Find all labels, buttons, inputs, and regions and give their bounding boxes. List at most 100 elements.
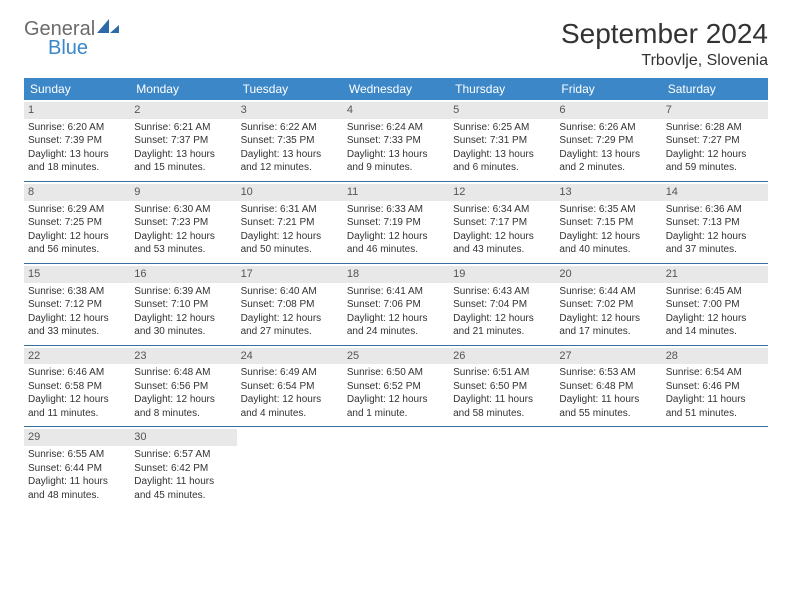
day-number: 9 [130,184,236,201]
sunrise-line: Sunrise: 6:44 AM [559,285,657,299]
day-cell: 10Sunrise: 6:31 AMSunset: 7:21 PMDayligh… [237,182,343,263]
daylight-line: Daylight: 11 hours and 51 minutes. [666,393,764,420]
location-label: Trbovlje, Slovenia [561,52,768,70]
daylight-line: Daylight: 11 hours and 45 minutes. [134,475,232,502]
day-cell: 9Sunrise: 6:30 AMSunset: 7:23 PMDaylight… [130,182,236,263]
day-cell: 25Sunrise: 6:50 AMSunset: 6:52 PMDayligh… [343,346,449,427]
sunset-line: Sunset: 6:58 PM [28,380,126,394]
day-cell [237,427,343,508]
daylight-line: Daylight: 12 hours and 37 minutes. [666,230,764,257]
day-cell: 23Sunrise: 6:48 AMSunset: 6:56 PMDayligh… [130,346,236,427]
sunrise-line: Sunrise: 6:57 AM [134,448,232,462]
sunrise-line: Sunrise: 6:31 AM [241,203,339,217]
daylight-line: Daylight: 12 hours and 33 minutes. [28,312,126,339]
sunset-line: Sunset: 7:37 PM [134,134,232,148]
day-cell: 12Sunrise: 6:34 AMSunset: 7:17 PMDayligh… [449,182,555,263]
sunset-line: Sunset: 7:00 PM [666,298,764,312]
week-row: 8Sunrise: 6:29 AMSunset: 7:25 PMDaylight… [24,182,768,264]
weekday-header: Sunday [24,78,130,100]
day-number: 5 [449,102,555,119]
week-row: 15Sunrise: 6:38 AMSunset: 7:12 PMDayligh… [24,264,768,346]
day-cell: 6Sunrise: 6:26 AMSunset: 7:29 PMDaylight… [555,100,661,181]
day-number: 29 [24,429,130,446]
week-row: 1Sunrise: 6:20 AMSunset: 7:39 PMDaylight… [24,100,768,182]
month-title: September 2024 [561,18,768,50]
day-number: 1 [24,102,130,119]
sunrise-line: Sunrise: 6:48 AM [134,366,232,380]
sunrise-line: Sunrise: 6:54 AM [666,366,764,380]
sunset-line: Sunset: 6:42 PM [134,462,232,476]
day-cell: 22Sunrise: 6:46 AMSunset: 6:58 PMDayligh… [24,346,130,427]
daylight-line: Daylight: 12 hours and 43 minutes. [453,230,551,257]
sunrise-line: Sunrise: 6:28 AM [666,121,764,135]
daylight-line: Daylight: 12 hours and 27 minutes. [241,312,339,339]
daylight-line: Daylight: 13 hours and 18 minutes. [28,148,126,175]
weeks-container: 1Sunrise: 6:20 AMSunset: 7:39 PMDaylight… [24,100,768,508]
sunrise-line: Sunrise: 6:45 AM [666,285,764,299]
weekday-header: Monday [130,78,236,100]
sunset-line: Sunset: 7:15 PM [559,216,657,230]
sunrise-line: Sunrise: 6:24 AM [347,121,445,135]
sunrise-line: Sunrise: 6:40 AM [241,285,339,299]
day-number: 6 [555,102,661,119]
sunset-line: Sunset: 7:25 PM [28,216,126,230]
day-number: 7 [662,102,768,119]
daylight-line: Daylight: 12 hours and 8 minutes. [134,393,232,420]
day-number: 17 [237,266,343,283]
weekday-header: Thursday [449,78,555,100]
day-number: 23 [130,348,236,365]
day-number: 30 [130,429,236,446]
sunset-line: Sunset: 7:33 PM [347,134,445,148]
title-block: September 2024 Trbovlje, Slovenia [561,18,768,70]
sunrise-line: Sunrise: 6:38 AM [28,285,126,299]
day-cell: 29Sunrise: 6:55 AMSunset: 6:44 PMDayligh… [24,427,130,508]
daylight-line: Daylight: 12 hours and 40 minutes. [559,230,657,257]
sunrise-line: Sunrise: 6:25 AM [453,121,551,135]
sunset-line: Sunset: 6:56 PM [134,380,232,394]
day-cell: 24Sunrise: 6:49 AMSunset: 6:54 PMDayligh… [237,346,343,427]
day-cell: 17Sunrise: 6:40 AMSunset: 7:08 PMDayligh… [237,264,343,345]
sunset-line: Sunset: 6:44 PM [28,462,126,476]
sunset-line: Sunset: 7:31 PM [453,134,551,148]
daylight-line: Daylight: 13 hours and 12 minutes. [241,148,339,175]
daylight-line: Daylight: 12 hours and 14 minutes. [666,312,764,339]
day-cell [449,427,555,508]
daylight-line: Daylight: 11 hours and 58 minutes. [453,393,551,420]
day-cell: 7Sunrise: 6:28 AMSunset: 7:27 PMDaylight… [662,100,768,181]
sunset-line: Sunset: 7:19 PM [347,216,445,230]
sunrise-line: Sunrise: 6:50 AM [347,366,445,380]
day-number: 21 [662,266,768,283]
sunrise-line: Sunrise: 6:33 AM [347,203,445,217]
day-cell: 2Sunrise: 6:21 AMSunset: 7:37 PMDaylight… [130,100,236,181]
sunrise-line: Sunrise: 6:26 AM [559,121,657,135]
daylight-line: Daylight: 12 hours and 17 minutes. [559,312,657,339]
sunset-line: Sunset: 6:50 PM [453,380,551,394]
sunset-line: Sunset: 7:39 PM [28,134,126,148]
day-cell: 16Sunrise: 6:39 AMSunset: 7:10 PMDayligh… [130,264,236,345]
day-number: 10 [237,184,343,201]
day-number: 8 [24,184,130,201]
sunset-line: Sunset: 6:46 PM [666,380,764,394]
day-number: 15 [24,266,130,283]
day-cell: 30 Sunrise: 6:57 AMSunset: 6:42 PMDayligh… [130,427,236,508]
sunset-line: Sunset: 7:02 PM [559,298,657,312]
week-row: 29Sunrise: 6:55 AMSunset: 6:44 PMDayligh… [24,427,768,508]
daylight-line: Daylight: 13 hours and 15 minutes. [134,148,232,175]
daylight-line: Daylight: 12 hours and 56 minutes. [28,230,126,257]
logo-sail-icon [97,19,119,40]
sunset-line: Sunset: 7:13 PM [666,216,764,230]
daylight-line: Daylight: 12 hours and 21 minutes. [453,312,551,339]
sunset-line: Sunset: 7:23 PM [134,216,232,230]
calendar-page: General Blue September 2024 Trbovlje, Sl… [0,0,792,526]
day-number: 22 [24,348,130,365]
day-cell: 26Sunrise: 6:51 AMSunset: 6:50 PMDayligh… [449,346,555,427]
sunset-line: Sunset: 7:04 PM [453,298,551,312]
sunset-line: Sunset: 7:35 PM [241,134,339,148]
daylight-line: Daylight: 12 hours and 24 minutes. [347,312,445,339]
day-cell [343,427,449,508]
weekday-header: Friday [555,78,661,100]
sunrise-line: Sunrise: 6:39 AM [134,285,232,299]
day-number: 16 [130,266,236,283]
page-header: General Blue September 2024 Trbovlje, Sl… [24,18,768,70]
sunrise-line: Sunrise: 6:22 AM [241,121,339,135]
